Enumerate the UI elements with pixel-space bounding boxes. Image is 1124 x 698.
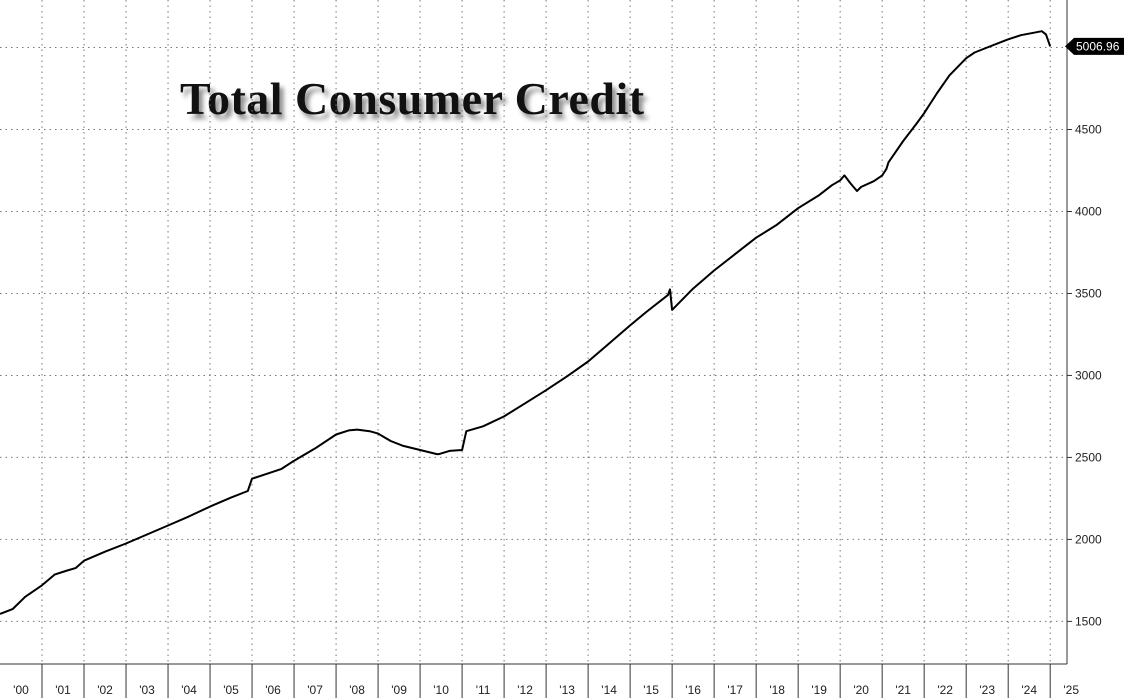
x-tick-label: '11: [476, 683, 491, 697]
x-tick-label: '13: [559, 683, 575, 697]
x-tick-label: '05: [223, 683, 239, 697]
y-tick-label: 3000: [1075, 368, 1102, 382]
chart-title: Total Consumer Credit: [180, 73, 645, 124]
y-tick-label: 4000: [1075, 204, 1102, 218]
y-tick-label: 3500: [1075, 286, 1102, 300]
axes: [0, 0, 1068, 665]
x-tick-label: '08: [349, 683, 365, 697]
gridlines: [0, 0, 1067, 664]
x-tick-label: '17: [727, 683, 743, 697]
x-tick-label: '09: [391, 683, 407, 697]
x-tick-label: '19: [811, 683, 827, 697]
x-axis-ticks: '00 '01 '02 '03 '04 '05 '06 '07 '08 '09 '10 '11 '12 '…: [13, 664, 1079, 698]
last-value-label: 5006.96: [1065, 37, 1124, 55]
x-tick-label: '02: [97, 683, 113, 697]
x-tick-label: '23: [979, 683, 995, 697]
y-tick-label: 4500: [1075, 123, 1102, 137]
x-tick-label: '01: [55, 683, 71, 697]
y-tick-label: 2500: [1075, 450, 1102, 464]
x-tick-label: '04: [181, 683, 197, 697]
x-tick-label: '00: [13, 683, 29, 697]
y-tick-label: 2000: [1075, 532, 1102, 546]
x-tick-label: '24: [1021, 683, 1037, 697]
x-tick-label: '18: [769, 683, 785, 697]
x-tick-label: '07: [307, 683, 323, 697]
y-axis-ticks: 1500 2000 2500 3000 3500 4000 4500: [1067, 47, 1102, 628]
x-tick-label: '14: [601, 683, 617, 697]
x-tick-label: '25: [1063, 683, 1079, 697]
x-tick-label: '16: [685, 683, 701, 697]
x-tick-label: '22: [937, 683, 953, 697]
last-value-box: [1065, 37, 1124, 55]
x-tick-label: '10: [433, 683, 449, 697]
y-tick-label: 1500: [1075, 614, 1102, 628]
last-value-text: 5006.96: [1076, 39, 1120, 53]
x-tick-label: '03: [139, 683, 155, 697]
x-tick-label: '12: [517, 683, 533, 697]
series-line: [0, 30, 1052, 615]
x-tick-label: '15: [643, 683, 659, 697]
x-tick-label: '06: [265, 683, 281, 697]
series-group: [0, 30, 1052, 615]
x-tick-label: '20: [853, 683, 869, 697]
x-tick-label: '21: [895, 683, 911, 697]
